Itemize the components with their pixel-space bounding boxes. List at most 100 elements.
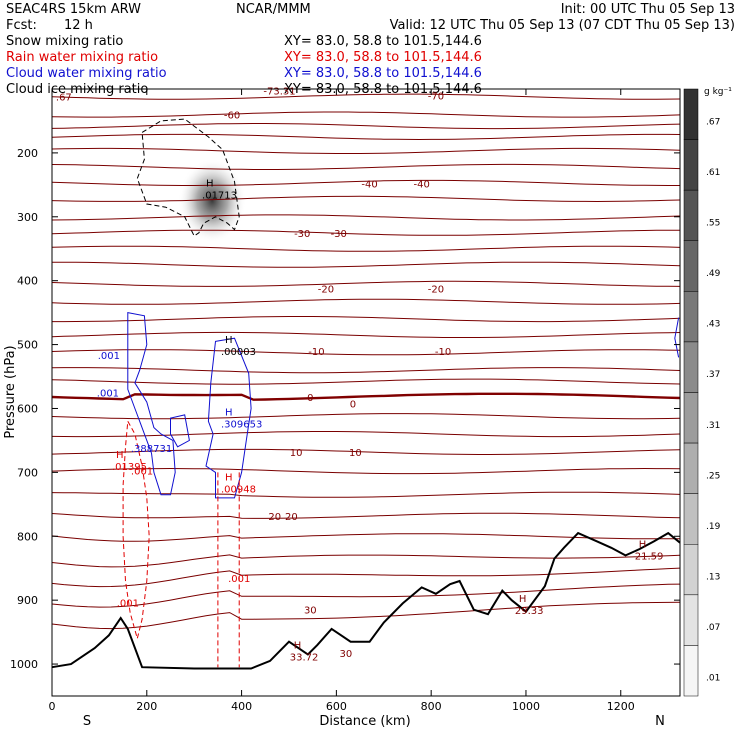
isotherm-line-24 xyxy=(51,512,681,519)
isotherm-line-28 xyxy=(51,583,681,608)
isotherm-line-16 xyxy=(51,349,681,356)
contour-label-5: .001 xyxy=(117,599,139,610)
isotherm-line-6 xyxy=(51,179,680,186)
colorbar-label-2: .55 xyxy=(706,218,720,228)
init-time: Init: 00 UTC Thu 05 Sep 13 xyxy=(561,2,735,17)
isotherm-line-12 xyxy=(51,280,681,287)
y-tick-label-4: 600 xyxy=(17,402,38,415)
isotherm-line-22 xyxy=(51,467,681,475)
y-tick-label-2: 400 xyxy=(17,275,38,288)
isotherm-label-6: -30 xyxy=(331,229,347,240)
colorbar-label-1: .61 xyxy=(706,168,720,178)
maximum-marker-1: H xyxy=(225,335,233,346)
contour-label-4: .001 xyxy=(228,574,250,585)
south-end-label: S xyxy=(83,714,91,729)
colorbar-label-3: .49 xyxy=(706,269,721,279)
contour-label-1: .001 xyxy=(97,389,119,400)
isotherm-label-11: 0 xyxy=(307,393,313,404)
colorbar-swatch-3 xyxy=(683,240,699,292)
isotherm-label-9: -10 xyxy=(308,347,324,358)
plot-frame xyxy=(51,88,681,697)
isotherm-line-15 xyxy=(51,331,681,338)
isotherm-line-1 xyxy=(51,111,681,118)
isotherm-label-3: -40 xyxy=(361,180,377,191)
colorbar-label-11: .01 xyxy=(706,674,720,684)
maximum-value-5: 33.72 xyxy=(290,652,319,663)
isotherm-label-2: -60 xyxy=(224,111,240,122)
colorbar-swatch-9 xyxy=(683,544,699,596)
isotherm-label-0: -73.31 xyxy=(263,86,295,97)
maximum-value-2: .309653 xyxy=(221,419,262,430)
field-name-snow: Snow mixing ratio xyxy=(6,34,123,49)
maximum-value-7: 21.59 xyxy=(635,552,664,563)
contour-label-0: .001 xyxy=(98,351,120,362)
contour-label-6: .67 xyxy=(56,93,72,104)
isotherm-label-5: -30 xyxy=(294,229,310,240)
isotherm-line-2 xyxy=(51,123,681,130)
y-tick-label-3: 500 xyxy=(17,339,38,352)
isotherm-line-23 xyxy=(51,491,681,498)
north-end-label: N xyxy=(655,714,665,729)
isotherm-label-12: 0 xyxy=(350,399,356,410)
contour-label-3: .001 xyxy=(131,466,153,477)
isotherm-line-7 xyxy=(51,195,681,203)
colorbar-label-7: .25 xyxy=(706,471,720,481)
isotherm-label-14: 10 xyxy=(349,448,362,459)
isotherm-line-13 xyxy=(51,298,681,305)
y-axis-label: Pressure (hPa) xyxy=(3,345,18,438)
isotherm-label-13: 10 xyxy=(290,448,303,459)
colorbar-label-10: .07 xyxy=(706,623,720,633)
x-tick-label-0: 0 xyxy=(49,700,56,713)
isotherm-line-14 xyxy=(52,316,681,323)
colorbar-swatch-11 xyxy=(683,645,699,697)
x-tick-label-2: 400 xyxy=(231,700,252,713)
colorbar-swatch-1 xyxy=(683,139,699,191)
isotherm-line-5 xyxy=(51,163,681,170)
isotherm-line-3 xyxy=(51,133,681,141)
y-tick-label-1: 300 xyxy=(17,211,38,224)
colorbar-swatch-6 xyxy=(683,392,699,444)
isotherm-line-27 xyxy=(51,567,681,588)
isotherm-line-17 xyxy=(51,367,681,374)
maximum-value-6: 29.33 xyxy=(515,606,544,617)
isotherm-label-1: -70 xyxy=(428,91,444,102)
contour-label-2: .388731 xyxy=(131,444,172,455)
isotherm-line-8 xyxy=(51,214,681,221)
cloud-water-contour-edge xyxy=(674,317,680,358)
y-tick-label-0: 200 xyxy=(17,147,38,160)
maximum-value-3: .01395 xyxy=(112,462,147,473)
maximum-value-1: .00003 xyxy=(221,347,256,358)
isotherm-label-10: -10 xyxy=(435,347,451,358)
cloud-water-contour-1 xyxy=(205,337,252,499)
isotherm-label-7: -20 xyxy=(318,284,334,295)
field-xy-rain: XY= 83.0, 58.8 to 101.5,144.6 xyxy=(284,50,482,65)
isotherm-line-9 xyxy=(51,229,680,236)
field-name-cloud-water: Cloud water mixing ratio xyxy=(6,66,167,81)
terrain-line xyxy=(51,531,681,670)
isotherm-line-29 xyxy=(51,601,681,630)
x-tick-label-3: 600 xyxy=(326,700,347,713)
colorbar-swatch-5 xyxy=(683,341,699,393)
cloud-water-contour-2 xyxy=(170,414,190,448)
isotherm-label-18: 30 xyxy=(339,649,352,660)
rain-water-contour-0 xyxy=(122,419,150,641)
freezing-level-line xyxy=(51,392,681,401)
maximum-marker-5: H xyxy=(294,640,302,651)
colorbar-label-6: .31 xyxy=(706,421,720,431)
isotherm-line-19 xyxy=(51,413,681,420)
colorbar-label-8: .19 xyxy=(706,522,721,532)
y-tick-label-7: 900 xyxy=(17,594,38,607)
isotherm-label-8: -20 xyxy=(428,284,444,295)
isotherm-line-0 xyxy=(51,93,681,100)
isotherm-line-25 xyxy=(51,533,681,542)
isotherm-line-18 xyxy=(51,378,681,385)
forecast-value: 12 h xyxy=(64,18,93,33)
maximum-marker-6: H xyxy=(519,594,527,605)
maximum-marker-3: H xyxy=(116,450,124,461)
axes: 0 200 400 600 800 1000 12002003004005006007008… xyxy=(10,89,680,713)
x-tick-label-6: 1200 xyxy=(607,700,635,713)
cloud-ice-shading xyxy=(178,158,247,243)
field-xy-snow: XY= 83.0, 58.8 to 101.5,144.6 xyxy=(284,34,482,49)
isotherm-label-17: 30 xyxy=(304,606,317,617)
colorbar-swatch-2 xyxy=(683,189,699,242)
